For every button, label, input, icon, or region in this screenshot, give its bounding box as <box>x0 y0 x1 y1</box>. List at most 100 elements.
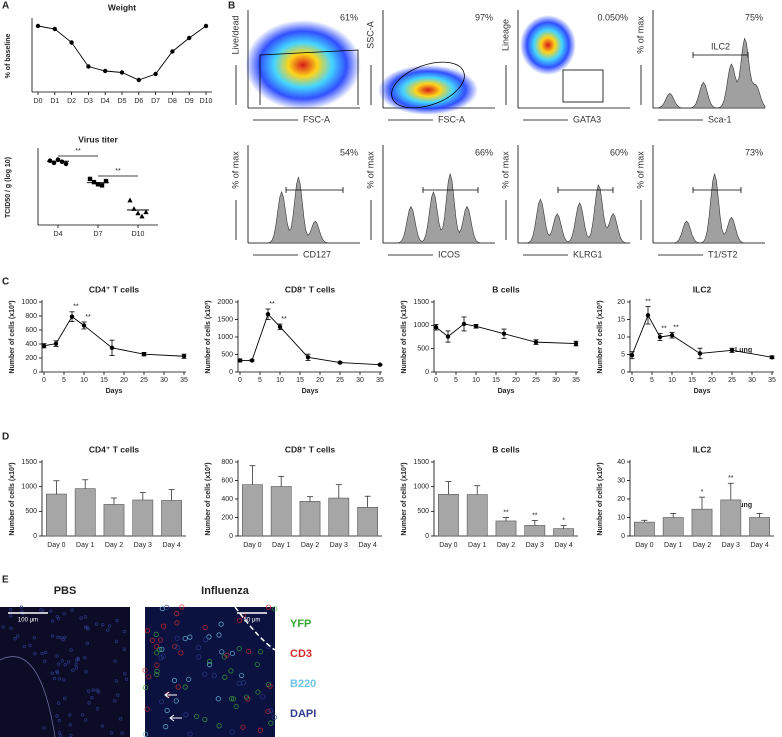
data-point <box>203 23 209 29</box>
x-tick-label: 35 <box>376 377 384 384</box>
cell <box>222 674 228 680</box>
y-tick-label: 0 <box>621 533 625 540</box>
flow-y-label: Live/dead <box>230 15 240 54</box>
cell <box>164 707 170 714</box>
cell <box>144 628 150 634</box>
cell <box>113 699 117 703</box>
scale-label: 100 μm <box>18 618 38 624</box>
flow-x-label: ICOS <box>438 249 460 259</box>
x-tick-label: Day 3 <box>526 542 544 549</box>
x-tick-label: 35 <box>180 377 188 384</box>
cell <box>114 679 118 683</box>
cell <box>68 713 72 717</box>
data-point <box>119 70 125 75</box>
cell <box>74 662 78 667</box>
error-bar <box>111 497 117 505</box>
chart-title: CD4⁺ T cells <box>89 284 140 294</box>
image-title: Influenza <box>201 585 250 597</box>
error-bar <box>474 485 481 495</box>
x-axis-label: Days <box>498 388 515 395</box>
bar <box>691 508 713 537</box>
significance: ** <box>85 314 91 321</box>
scale-label: 50 μm <box>244 618 261 624</box>
cell <box>174 611 180 617</box>
error-bar <box>139 492 146 500</box>
x-tick-label: Day 1 <box>272 542 290 549</box>
cell <box>76 656 80 661</box>
cell <box>62 612 66 616</box>
cell <box>122 647 126 651</box>
cell <box>216 723 222 729</box>
histogram <box>248 176 360 244</box>
histogram <box>652 37 766 109</box>
bar <box>438 494 459 537</box>
cell <box>107 624 112 628</box>
cell <box>142 731 149 737</box>
data-point <box>729 348 735 353</box>
x-tick-label: Day 0 <box>439 542 457 549</box>
cell <box>219 649 225 655</box>
significance: ** <box>673 324 679 331</box>
cell <box>196 645 202 651</box>
error-bar <box>727 482 734 500</box>
data-point <box>249 358 255 363</box>
cell <box>63 635 67 640</box>
data-point <box>237 358 243 363</box>
chart-title: B cells <box>492 284 520 294</box>
cell <box>268 720 274 726</box>
cell <box>157 647 163 653</box>
x-tick-label: 30 <box>748 377 756 384</box>
error-bar <box>307 496 313 502</box>
chart-title: Virus titer <box>78 134 118 144</box>
cell <box>202 671 208 677</box>
flow-plot <box>640 10 766 121</box>
y-axis-label: Number of cells (x10³) <box>401 300 408 373</box>
flow-y-label: % of max <box>365 151 375 189</box>
significance: ** <box>269 301 275 308</box>
x-tick-label: 25 <box>336 377 344 384</box>
cell <box>240 724 246 730</box>
flow-y-label: SSC-A <box>365 21 375 49</box>
cell <box>272 606 278 612</box>
histogram <box>383 173 495 244</box>
cell <box>153 644 160 650</box>
cell <box>173 698 179 704</box>
x-tick-label: 25 <box>532 377 540 384</box>
image-title: PBS <box>54 585 77 597</box>
y-tick-label: 400 <box>221 496 233 503</box>
data-point <box>265 312 271 317</box>
cell <box>265 708 271 714</box>
y-tick-label: 15 <box>617 316 625 323</box>
cell <box>80 713 85 717</box>
data-point <box>81 323 87 328</box>
x-tick-label: D7 <box>151 98 160 105</box>
cell <box>15 634 20 638</box>
cell <box>229 650 235 657</box>
x-tick-label: Day 2 <box>693 542 711 549</box>
cell <box>13 637 17 641</box>
x-tick-label: 20 <box>708 377 716 384</box>
x-tick-label: 5 <box>650 377 654 384</box>
cell <box>211 673 217 679</box>
cell <box>50 634 55 638</box>
cell <box>44 650 48 655</box>
data-point <box>47 158 53 164</box>
gate-percent: 73% <box>745 147 763 157</box>
flow-plot <box>235 10 361 121</box>
flow-plot <box>235 145 360 256</box>
x-tick-label: Day 0 <box>635 542 653 549</box>
cell <box>228 695 235 702</box>
cell <box>9 614 13 618</box>
flow-x-label: GATA3 <box>573 114 601 124</box>
error-bar <box>278 475 285 487</box>
cell <box>50 619 55 623</box>
data-point <box>170 49 175 54</box>
cell <box>90 696 94 700</box>
cell <box>187 731 193 737</box>
cell <box>171 677 178 684</box>
x-tick-label: 20 <box>316 377 324 384</box>
y-axis-label: Number of cells (x10³) <box>597 300 604 373</box>
cell <box>255 689 261 695</box>
cell <box>154 650 160 656</box>
cell <box>87 701 91 705</box>
